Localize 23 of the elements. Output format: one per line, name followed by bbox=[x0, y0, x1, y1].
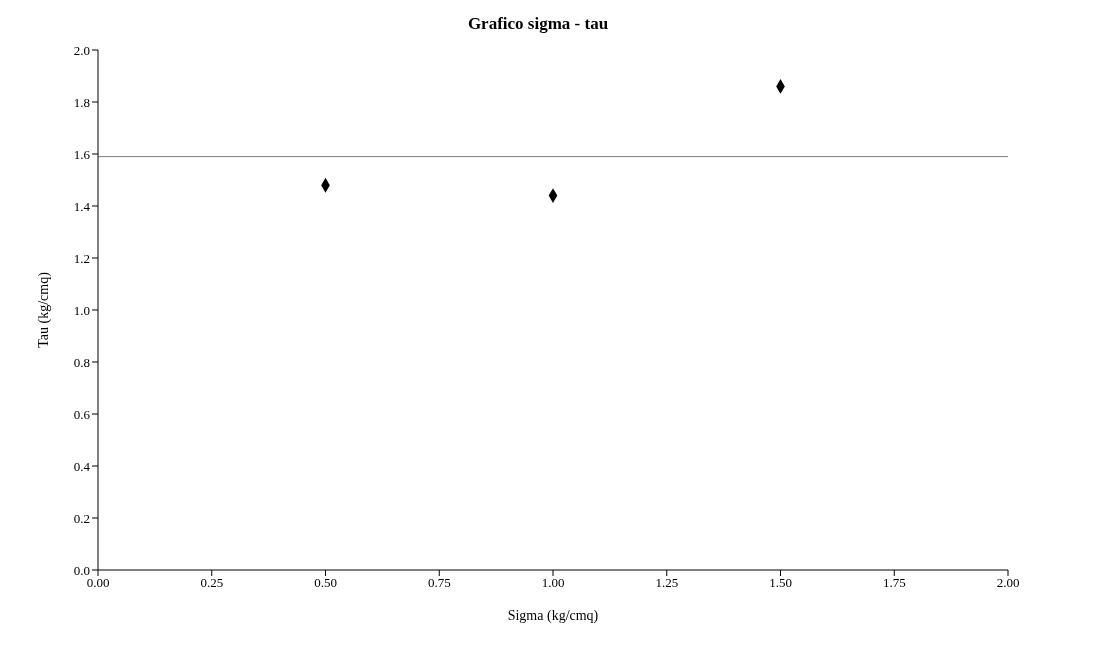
y-tick-label: 1.2 bbox=[73, 250, 90, 266]
x-tick-label: 1.75 bbox=[882, 575, 906, 591]
x-axis-title: Sigma (kg/cmq) bbox=[507, 608, 599, 624]
x-tick-label: 0.50 bbox=[314, 575, 337, 591]
y-tick-label: 1.4 bbox=[73, 198, 91, 214]
y-tick-label: 1.0 bbox=[73, 302, 90, 318]
y-tick-label: 0.4 bbox=[73, 458, 91, 474]
y-tick-label: 2.0 bbox=[73, 42, 90, 58]
y-axis-title: Tau (kg/cmq) bbox=[35, 271, 52, 348]
y-tick-label: 0.2 bbox=[73, 510, 90, 526]
y-tick-label: 0.0 bbox=[73, 562, 90, 578]
y-tick-label: 1.8 bbox=[73, 94, 90, 110]
x-tick-label: 0.00 bbox=[86, 575, 110, 591]
y-tick-label: 0.8 bbox=[73, 354, 90, 370]
x-tick-label: 0.25 bbox=[200, 575, 224, 591]
x-tick-label: 1.00 bbox=[541, 575, 565, 591]
x-tick-label: 1.25 bbox=[655, 575, 679, 591]
x-tick-label: 0.75 bbox=[427, 575, 451, 591]
x-tick-label: 2.00 bbox=[996, 575, 1020, 591]
x-tick-label: 1.50 bbox=[769, 575, 792, 591]
y-tick-label: 0.6 bbox=[73, 406, 91, 422]
y-tick-label: 1.6 bbox=[73, 146, 91, 162]
chart-title: Grafico sigma - tau bbox=[466, 13, 610, 35]
